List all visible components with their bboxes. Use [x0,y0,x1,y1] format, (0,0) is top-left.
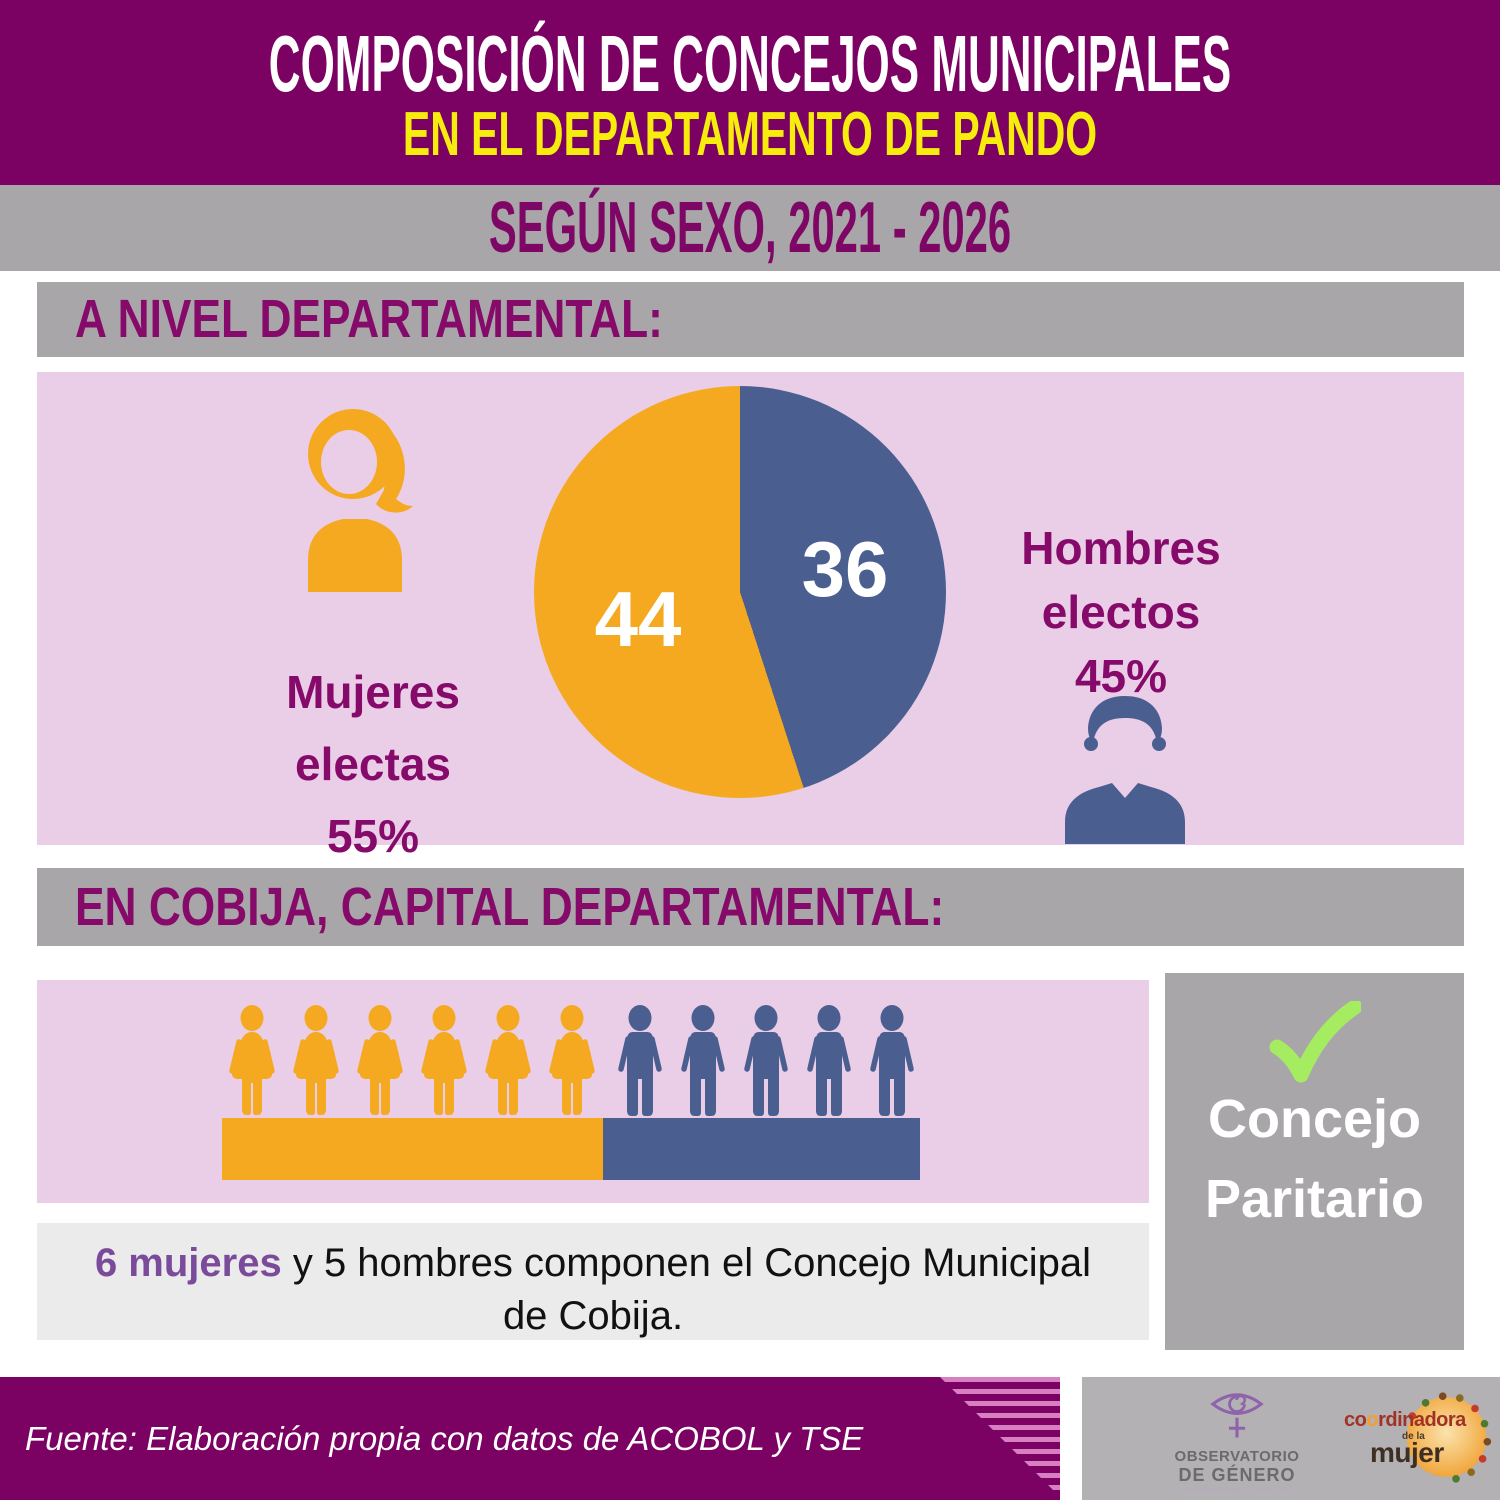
coordinadora-globe-icon [1406,1392,1492,1483]
paritario-box: Concejo Paritario [1165,973,1464,1350]
footer: Fuente: Elaboración propia con datos de … [0,1377,1060,1500]
woman-pictogram [229,1005,275,1115]
men-figures [609,1005,924,1118]
source-text: Fuente: Elaboración propia con datos de … [25,1420,864,1457]
coordinadora-word3: mujer [1370,1437,1444,1468]
coordinadora-word1: coordinadora [1344,1409,1466,1431]
man-pictogram [870,1005,914,1116]
observatorio-line3: COORDINADORA DE LA MUJER [1182,1487,1292,1494]
man-pictogram [744,1005,788,1116]
period-label: SEGÚN SEXO, 2021 - 2026 [488,188,1012,268]
pie-value-men: 36 [801,525,889,613]
bar-women [222,1118,603,1180]
woman-pictogram [485,1005,531,1115]
coordinadora-word2: de la [1402,1431,1425,1442]
note-rest: y 5 hombres componen el Concejo Municipa… [281,1241,1092,1338]
top-banner: COMPOSICIÓN DE CONCEJOS MUNICIPALES EN E… [0,0,1500,185]
man-bust-icon [1065,696,1185,844]
men-label-text: Hombres electos [1021,522,1221,638]
cobija-panel [37,980,1149,1203]
women-label-text: Mujeres electas [286,666,460,790]
coordinadora-logo: coordinadora de la mujer [1344,1387,1494,1492]
men-percent: 45% [1074,650,1168,702]
man-pictogram [807,1005,851,1116]
stripes-decoration [940,1377,1060,1497]
section-departamental-title: A NIVEL DEPARTAMENTAL: [75,289,663,349]
man-pictogram [618,1005,662,1116]
observatorio-eye-icon [1210,1393,1264,1438]
note-text: 6 mujeres y 5 hombres componen el Concej… [93,1237,1093,1343]
note-highlight: 6 mujeres [94,1241,282,1285]
check-icon [1269,1001,1361,1083]
departamental-panel: Mujeres electas 55% 44 36 Hombres electo… [37,372,1464,862]
paritario-line2: Paritario [1204,1169,1425,1229]
section-cobija-band: EN COBIJA, CAPITAL DEPARTAMENTAL: [37,868,1464,946]
women-figures [220,1005,604,1118]
globe-figures [1408,1392,1492,1483]
woman-pictogram [549,1005,595,1115]
man-pictogram [681,1005,725,1116]
women-label: Mujeres electas 55% [203,656,543,872]
observatorio-logo: OBSERVATORIO DE GÉNERO COORDINADORA DE L… [1142,1383,1332,1494]
pictogram-bars [222,1118,920,1180]
section-cobija-title: EN COBIJA, CAPITAL DEPARTAMENTAL: [75,877,945,937]
note-box: 6 mujeres y 5 hombres componen el Concej… [37,1223,1149,1340]
observatorio-line1: OBSERVATORIO [1174,1448,1300,1465]
subtitle-band: SEGÚN SEXO, 2021 - 2026 [0,185,1500,271]
paritario-label: Concejo Paritario [1165,1079,1464,1239]
woman-pictogram [293,1005,339,1115]
main-title: COMPOSICIÓN DE CONCEJOS MUNICIPALES [268,19,1232,108]
woman-bust-icon [308,409,413,592]
pie-chart [534,386,946,798]
paritario-line1: Concejo [1207,1089,1422,1149]
sub-title: EN EL DEPARTAMENTO DE PANDO [402,100,1098,169]
woman-pictogram [357,1005,403,1115]
logo-box: OBSERVATORIO DE GÉNERO COORDINADORA DE L… [1082,1377,1500,1500]
men-label: Hombres electos 45% [941,516,1301,708]
bar-men [602,1118,920,1180]
woman-pictogram [421,1005,467,1115]
women-percent: 55% [326,810,420,862]
section-departamental-band: A NIVEL DEPARTAMENTAL: [37,282,1464,357]
observatorio-line2: DE GÉNERO [1178,1465,1296,1485]
pie-value-women: 44 [594,575,682,663]
